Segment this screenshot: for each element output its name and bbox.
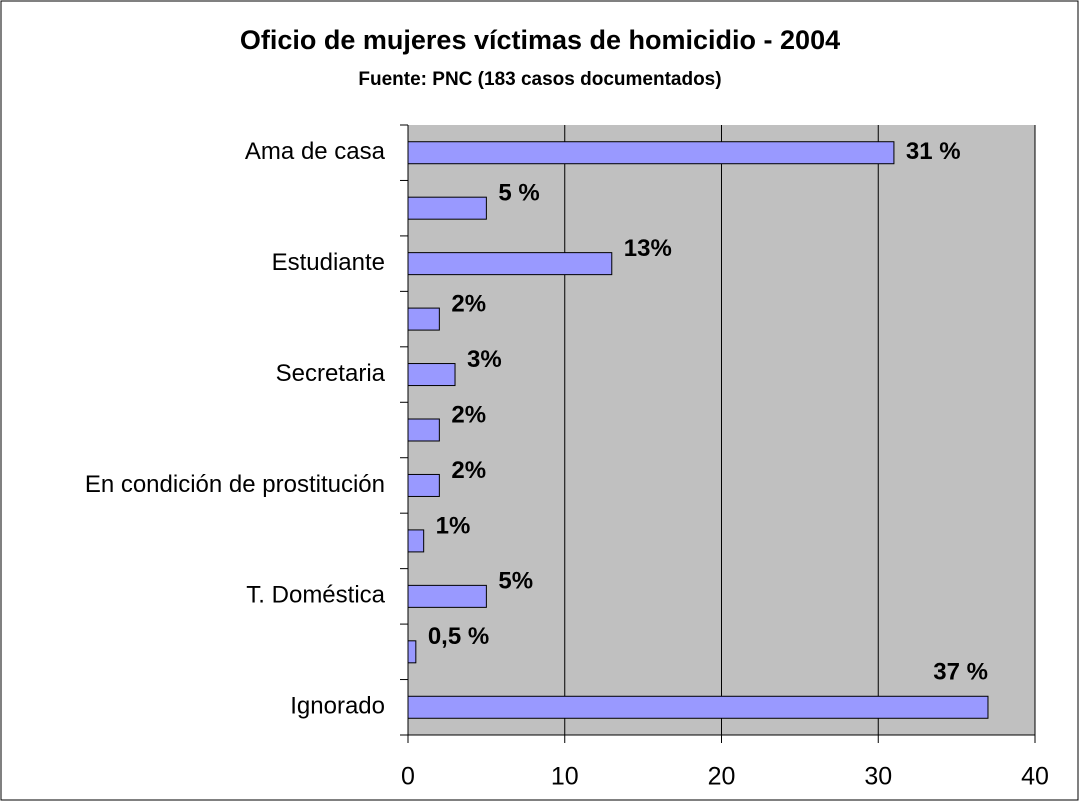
y-tick-label: En condición de prostitución [85,471,385,498]
value-label: 5 % [498,180,539,207]
value-label: 37 % [933,659,988,686]
bar [407,363,456,387]
value-label: 13% [624,235,672,262]
value-label: 2% [451,457,486,484]
y-tick-label: Ama de casa [245,138,386,165]
bar [407,695,989,719]
bar [407,196,487,220]
bar [407,307,440,331]
y-tick-label: Ignorado [290,693,385,720]
value-label: 0,5 % [428,623,489,650]
value-label: 2% [451,401,486,428]
bar [407,252,613,276]
bar [407,141,895,165]
bar [407,640,417,664]
bar [407,584,487,608]
x-tick-label: 40 [1021,763,1049,791]
value-label: 5% [498,568,533,595]
chart-subtitle: Fuente: PNC (183 casos documentados) [358,69,721,90]
bar [407,418,440,442]
bar [407,529,425,553]
x-tick-label: 0 [401,763,415,791]
y-tick-label: Estudiante [272,249,385,276]
value-label: 31 % [906,138,961,165]
x-tick-label: 20 [708,763,736,791]
value-label: 1% [436,512,471,539]
y-tick-label: T. Doméstica [246,582,385,609]
x-tick-label: 30 [864,763,892,791]
x-tick-label: 10 [551,763,579,791]
y-tick-label: Secretaria [276,360,386,387]
bar [407,473,440,497]
value-label: 2% [451,290,486,317]
value-label: 3% [467,346,502,373]
chart-title: Oficio de mujeres víctimas de homicidio … [240,25,840,55]
